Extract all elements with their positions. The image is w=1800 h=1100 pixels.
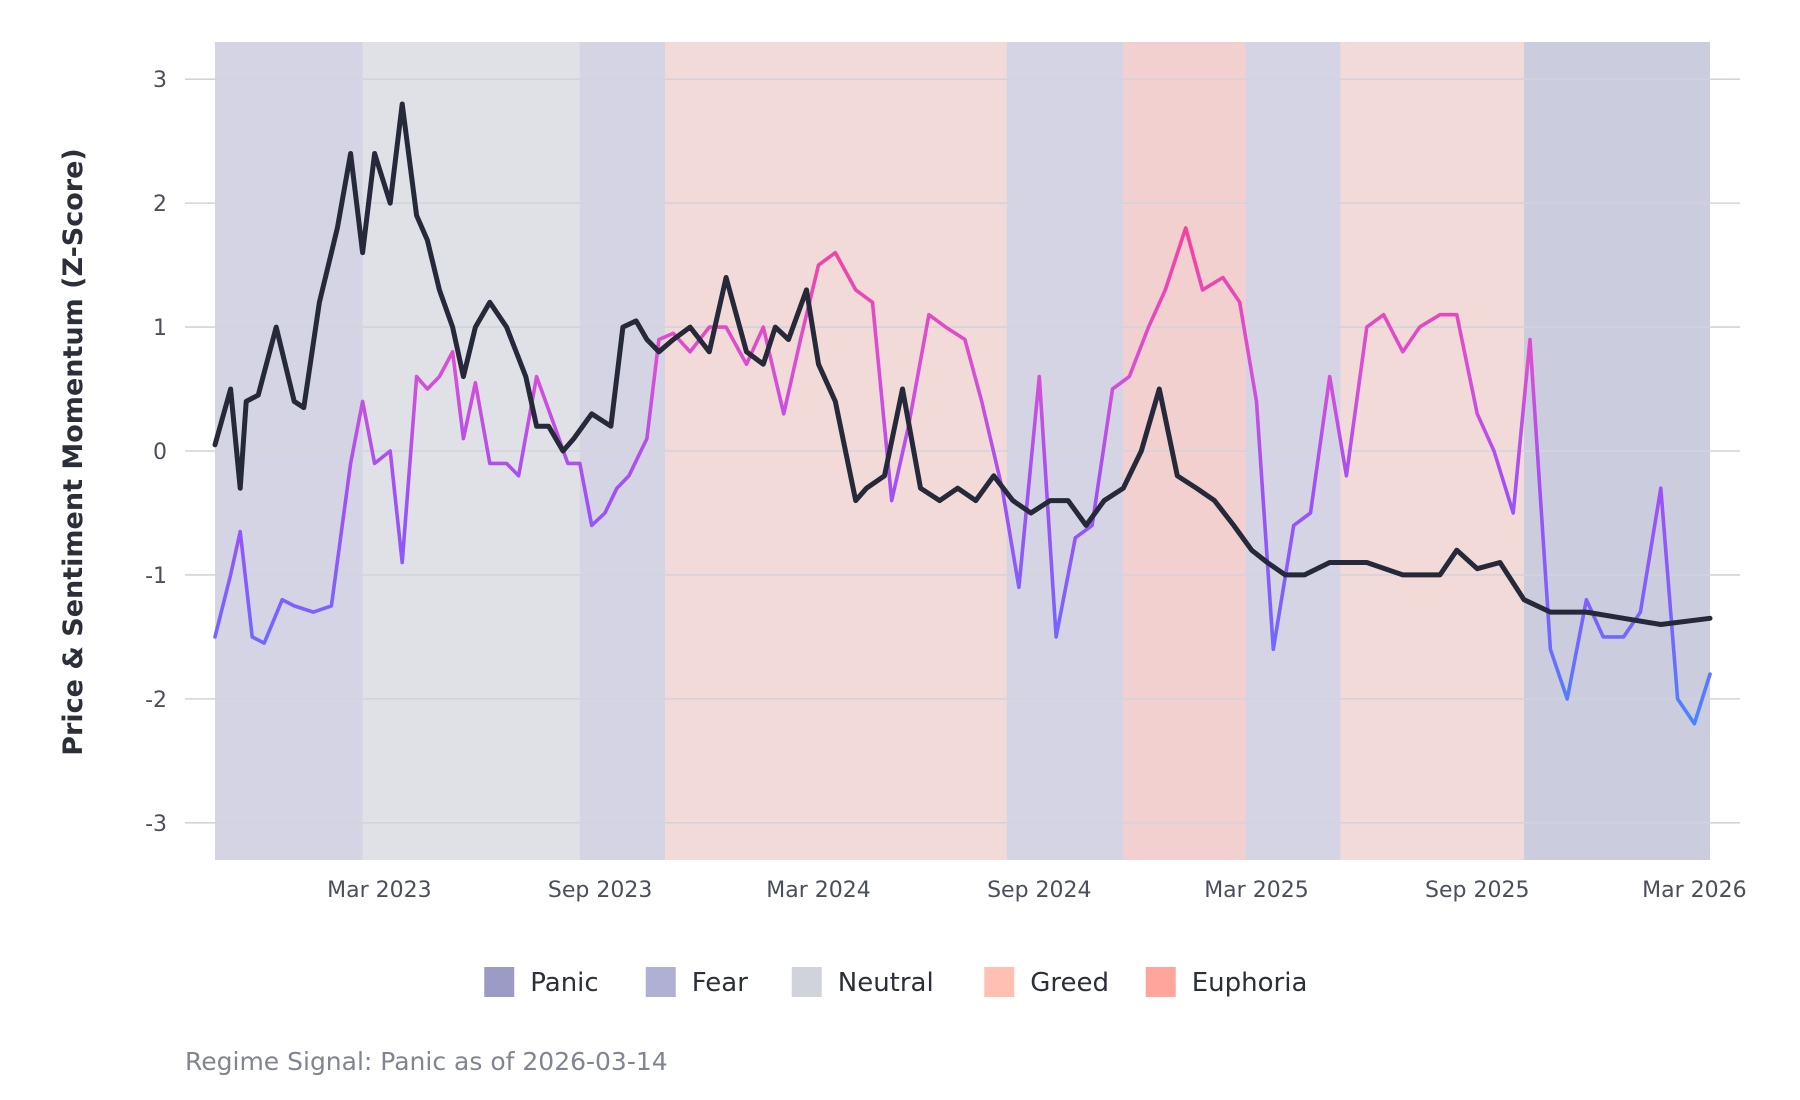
legend-swatch: [484, 967, 515, 997]
legend-swatch: [984, 967, 1015, 997]
x-tick-label: Mar 2024: [766, 878, 871, 903]
y-axis-title: Price & Sentiment Momentum (Z-Score): [58, 148, 89, 756]
y-axis-ticks: 3 2 1 0 -1 -2 -3: [145, 68, 167, 837]
y-tick-label: 2: [153, 192, 167, 217]
legend-label: Panic: [530, 968, 598, 998]
x-tick-label: Sep 2024: [987, 878, 1091, 903]
legend: Panic Fear Neutral Greed Euphoria: [484, 967, 1307, 998]
regime-signal-caption: Regime Signal: Panic as of 2026-03-14: [185, 1047, 668, 1076]
legend-swatch: [791, 967, 822, 997]
y-tick-label: 1: [153, 316, 167, 341]
series-lines: [212, 101, 1713, 726]
x-tick-label: Mar 2023: [327, 878, 432, 903]
legend-label: Greed: [1030, 968, 1109, 998]
y-tick-label: -3: [145, 812, 167, 837]
legend-label: Euphoria: [1192, 968, 1308, 998]
legend-item-fear: Fear: [645, 967, 748, 998]
x-tick-label: Mar 2026: [1642, 878, 1747, 903]
y-tick-label: -2: [145, 688, 167, 713]
y-tick-label: 3: [153, 68, 167, 93]
x-axis-ticks: Mar 2023 Sep 2023 Mar 2024 Sep 2024 Mar 2025…: [327, 878, 1747, 903]
y-tick-label: 0: [153, 440, 167, 465]
legend-label: Fear: [692, 968, 748, 998]
legend-label: Neutral: [838, 968, 934, 998]
y-tick-label: -1: [145, 564, 167, 589]
price-line: [212, 101, 1713, 627]
legend-swatch: [645, 967, 676, 997]
legend-item-euphoria: Euphoria: [1145, 967, 1308, 998]
legend-item-neutral: Neutral: [791, 967, 934, 998]
sentiment-line: [213, 226, 1712, 726]
x-tick-label: Sep 2023: [548, 878, 652, 903]
legend-item-panic: Panic: [484, 967, 599, 998]
legend-swatch: [1145, 967, 1176, 997]
gridlines: [185, 78, 1740, 824]
legend-item-greed: Greed: [984, 967, 1109, 998]
x-tick-label: Mar 2025: [1204, 878, 1309, 903]
x-tick-label: Sep 2025: [1425, 878, 1529, 903]
